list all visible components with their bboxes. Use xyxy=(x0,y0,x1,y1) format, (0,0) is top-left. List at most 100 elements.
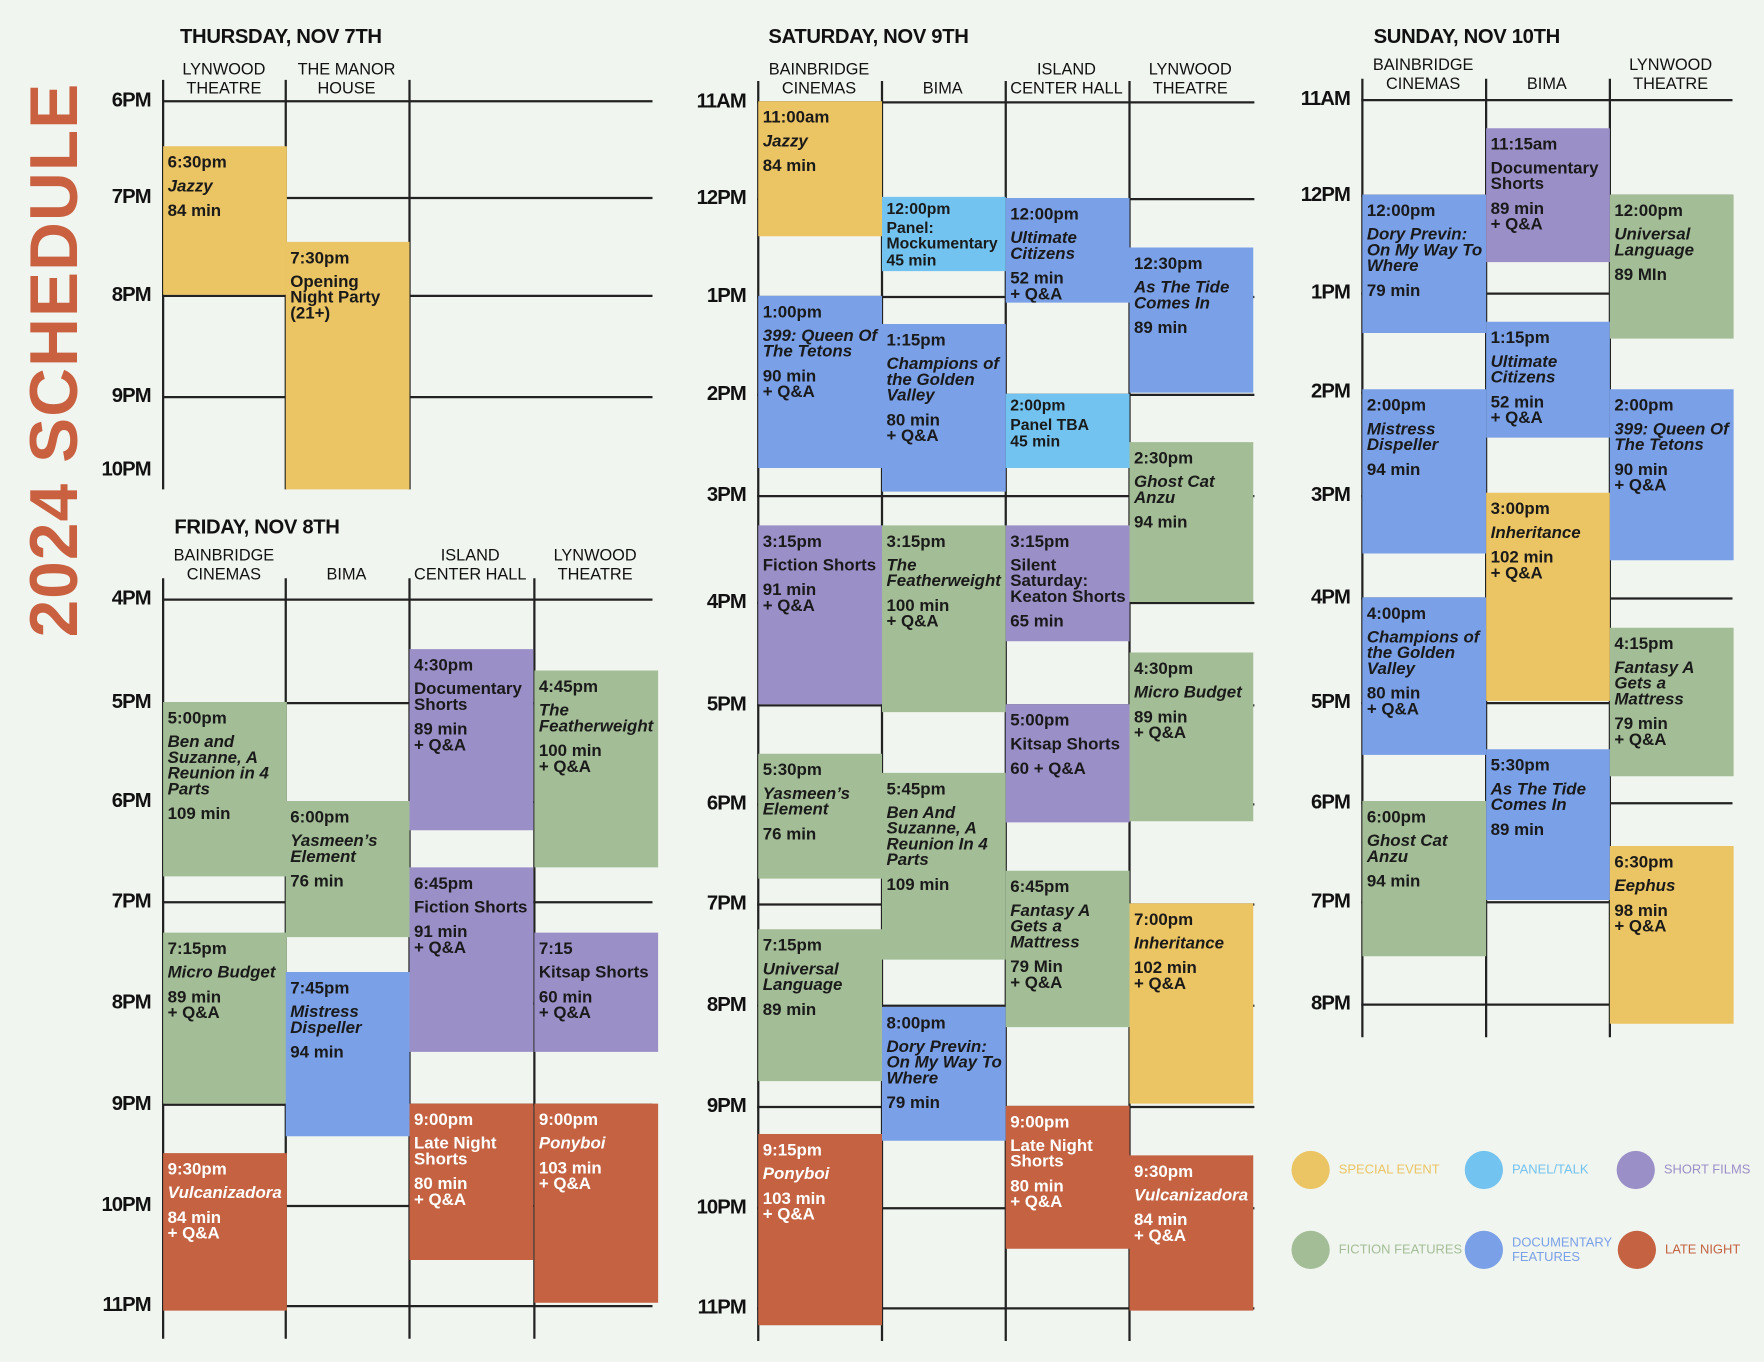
hour-line xyxy=(162,196,653,199)
event-time: 7:15pm xyxy=(762,936,822,956)
event-detail: 80 min xyxy=(1010,1176,1064,1196)
event-title: Inheritance xyxy=(1134,933,1225,953)
hour-label: 11PM xyxy=(697,1295,747,1318)
event-detail: + Q&A xyxy=(886,426,939,446)
event: 7:45pm Mistress Dispeller 94 min xyxy=(285,972,410,1137)
hour-label: 8PM xyxy=(706,992,747,1016)
event: 5:00pm Ben and Suzanne, A Reunion in 4 Pa… xyxy=(163,702,287,877)
hour-label: 11AM xyxy=(1300,87,1351,110)
hour-line xyxy=(1361,99,1733,101)
event: 9:00pm Late Night Shorts 80 min + Q&A xyxy=(409,1103,534,1260)
event-title: Fantasy A Gets a Mattress xyxy=(1010,901,1090,952)
event: 11:00am Jazzy 84 min xyxy=(758,101,882,237)
event: 6:30pm Jazzy 84 min xyxy=(163,146,287,295)
event-time: 4:15pm xyxy=(1614,634,1674,654)
legend-label: LATE NIGHT xyxy=(1665,1243,1741,1257)
hour-label: 12PM xyxy=(696,186,747,209)
event-time: 9:00pm xyxy=(1010,1112,1070,1132)
hour-label: 6PM xyxy=(111,88,152,111)
hour-label: 2PM xyxy=(706,381,747,405)
event-detail: 80 min xyxy=(1366,684,1421,704)
event-time: 8:00pm xyxy=(886,1013,946,1033)
column-line xyxy=(757,81,759,1341)
event-detail: 79 min xyxy=(1366,281,1421,301)
column-line xyxy=(533,578,535,1339)
event-title: Jazzy xyxy=(167,176,213,196)
event: 12:00pm Panel: Mockumentary 45 min xyxy=(882,196,1006,272)
event-detail: 79 min xyxy=(886,1093,940,1113)
hour-label: 10PM xyxy=(101,457,151,480)
event: 6:00pm Yasmeen’s Element 76 min xyxy=(285,801,410,938)
event-title: Fiction Shorts xyxy=(414,897,528,917)
event-detail: 76 min xyxy=(762,824,817,844)
venue-header: BIMA xyxy=(922,79,963,98)
event-detail: + Q&A xyxy=(1614,730,1667,750)
event-detail: + Q&A xyxy=(538,1003,591,1023)
event: 7:15 Kitsap Shorts 60 min + Q&A xyxy=(534,932,659,1052)
event-detail: 102 min xyxy=(1490,547,1554,567)
event-detail: + Q&A xyxy=(762,1204,815,1224)
day-title: SATURDAY, NOV 9TH xyxy=(768,24,969,48)
event-time: 7:15 xyxy=(538,939,573,959)
legend-swatch xyxy=(1464,1230,1503,1269)
event-title: Opening Night Party (21+) xyxy=(290,272,381,323)
hour-label: 8PM xyxy=(111,990,152,1014)
event-detail: 89 min xyxy=(1490,199,1545,219)
legend-label: DOCUMENTARY FEATURES xyxy=(1512,1236,1612,1265)
event-title: Eephus xyxy=(1614,876,1676,896)
event-title: Ponyboi xyxy=(538,1134,606,1154)
event-detail: + Q&A xyxy=(1490,214,1543,234)
event: 2:00pm 399: Queen Of The Tetons 90 min + Q&… xyxy=(1609,389,1734,561)
event-detail: + Q&A xyxy=(886,612,939,632)
hour-line xyxy=(162,702,653,704)
event: 7:00pm Inheritance 102 min + Q&A xyxy=(1129,903,1254,1104)
hour-label: 6PM xyxy=(111,789,152,812)
event-detail: 109 min xyxy=(167,804,231,824)
hour-label: 5PM xyxy=(111,690,152,713)
event: 12:00pm Ultimate Citizens 52 min + Q&A xyxy=(1005,198,1130,303)
event-title: Fiction Shorts xyxy=(762,555,877,575)
event-detail: + Q&A xyxy=(1490,563,1543,583)
event-detail: 98 min xyxy=(1614,901,1668,921)
event-detail: 89 min xyxy=(414,720,468,740)
event-time: 2:00pm xyxy=(1614,396,1674,416)
event-detail: 52 min xyxy=(1490,392,1545,412)
event: 9:30pm Vulcanizadora 84 min + Q&A xyxy=(163,1153,287,1311)
event-title: Vulcanizadora xyxy=(167,1183,282,1203)
event-detail: 45 min xyxy=(886,250,937,269)
event-detail: + Q&A xyxy=(167,1003,220,1023)
hour-label: 8PM xyxy=(1311,991,1351,1015)
event: 1:00pm 399: Queen Of The Tetons 90 min + Q&… xyxy=(758,295,882,468)
event-detail: 94 min xyxy=(290,1042,344,1062)
event: 9:15pm Ponyboi 103 min + Q&A xyxy=(758,1134,882,1326)
event: 5:30pm As The Tide Comes In 89 min xyxy=(1486,749,1610,900)
event-time: 12:00pm xyxy=(1614,201,1683,221)
event: 4:45pm The Featherweight 100 min + Q&A xyxy=(534,670,659,868)
column-line xyxy=(880,81,883,1341)
hour-label: 1PM xyxy=(1311,280,1351,304)
event-detail: 79 min xyxy=(1614,714,1668,734)
event-detail: + Q&A xyxy=(414,735,467,755)
hour-label: 4PM xyxy=(1311,585,1351,609)
event-detail: + Q&A xyxy=(538,757,591,777)
legend-label: PANEL/TALK xyxy=(1512,1163,1589,1177)
event-detail: 79 Min xyxy=(1010,957,1063,977)
hour-label: 7PM xyxy=(706,891,747,915)
event-title: Mistress Dispeller xyxy=(290,1002,362,1038)
hour-label: 10PM xyxy=(101,1193,151,1216)
event-time: 9:00pm xyxy=(538,1110,598,1130)
event-title: Champions of the Golden Valley xyxy=(1366,627,1480,679)
venue-header: LYNWOOD THEATRE xyxy=(1148,60,1232,98)
event-time: 3:15pm xyxy=(1010,532,1070,552)
event-detail: + Q&A xyxy=(1134,723,1187,743)
event-time: 11:15am xyxy=(1490,135,1558,155)
venue-header: ISLAND CENTER HALL xyxy=(414,546,527,584)
hour-label: 7PM xyxy=(111,185,152,208)
event-detail: 80 min xyxy=(886,410,940,430)
event: 5:45pm Ben And Suzanne, A Reunion In 4 Pa… xyxy=(882,772,1006,960)
event-time: 9:00pm xyxy=(414,1110,474,1130)
hour-line xyxy=(1361,1003,1733,1006)
event: 2:00pm Panel TBA 45 min xyxy=(1005,393,1130,468)
event-time: 12:00pm xyxy=(886,199,951,218)
